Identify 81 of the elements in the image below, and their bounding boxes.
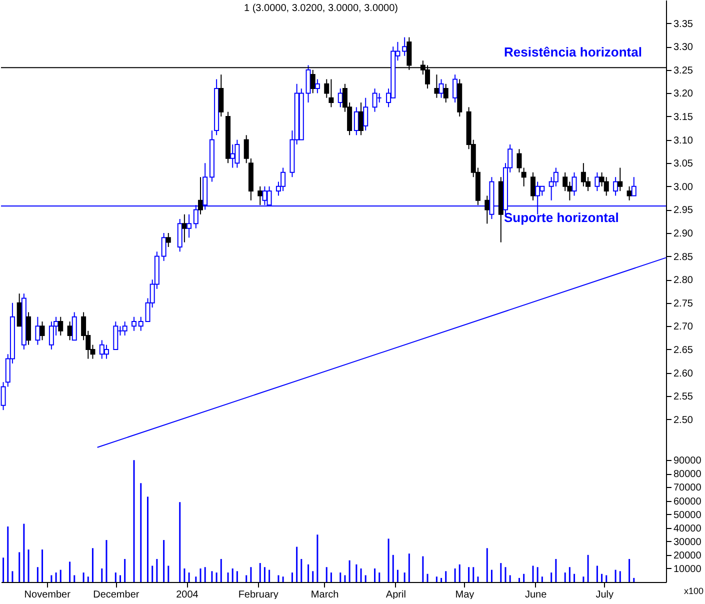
y-tick-label: 3.00 [674,182,694,193]
candlestick [530,172,536,201]
candlestick [354,106,359,136]
y-tick-label: 2.60 [674,368,694,380]
candlestick [434,74,440,98]
candlestick [631,176,636,196]
y-tick-label: 40000 [674,523,702,534]
candlestick [177,218,182,252]
candlestick [104,344,109,360]
candlestick [613,176,618,196]
candlestick [314,78,320,94]
y-tick-label: 50000 [674,510,702,521]
candlestick [161,232,166,262]
chart-title: 1 (3.0000, 3.0200, 3.0000, 3.0000) [244,3,398,14]
y-tick-label: 3.25 [674,65,694,76]
candlestick [230,144,236,168]
candlestick [452,74,458,104]
x-tick-label: 2004 [176,590,199,600]
y-tick-label: 80000 [674,469,702,480]
y-tick-label: 20000 [674,550,702,562]
candlestick [26,312,32,346]
candlestick [358,102,364,136]
candlestick [67,321,72,341]
candlestick [166,232,171,248]
candlestick [572,172,577,196]
candlestick [594,172,600,192]
candlestick [186,214,192,238]
y-tick-label: 30000 [674,536,702,548]
candlestick [138,316,144,332]
candlestick [258,186,263,206]
y-tick-label: 90000 [674,456,702,467]
candlestick [72,312,77,341]
candlestick [604,176,609,196]
candlestick [35,316,40,346]
y-tick-label: 3.10 [674,135,694,146]
x-tick-label: March [310,590,339,600]
y-tick-label: 2.95 [674,205,694,216]
y-tick-label: 3.35 [674,18,694,30]
y-tick-label: 10000 [674,564,702,575]
candlestick [521,167,526,187]
candlestick [310,69,316,94]
candlestick [516,148,522,173]
x-tick-label: June [524,590,548,600]
candlestick [218,74,224,117]
candlestick [306,64,311,104]
candlestick [198,176,203,215]
y-tick-label: 3.05 [674,158,694,170]
y-tick-label: 2.75 [674,298,694,310]
y-tick-label: 70000 [674,482,702,494]
candlestick [48,321,54,350]
y-tick-label: 2.70 [674,322,694,333]
candlestick [402,36,408,56]
x-tick-label: December [93,590,140,600]
text: x100 [684,586,704,596]
candlestick [113,321,118,350]
candlestick [16,293,22,327]
candlestick [618,167,623,192]
candlestick [338,88,343,108]
candlestick [363,97,368,131]
y-tick-label: 2.50 [674,414,694,426]
y-tick-label: 2.80 [674,275,694,286]
candlestick [132,316,136,332]
candlestick [122,321,128,336]
x-tick-label: November [24,590,72,600]
candlestick [40,321,45,341]
y-tick-label: 2.65 [674,344,694,356]
ref-line-label: Resistência horizontal [504,44,642,60]
candlestick [626,186,632,201]
candlestick [182,214,187,243]
y-tick-label: 3.20 [674,88,694,100]
candlestick [443,83,448,104]
ref-line-label: Suporte horizontal [504,210,619,225]
y-tick-label: 2.90 [674,228,694,240]
candlestick [438,78,444,98]
candlestick [58,316,64,336]
y-tick-label: 3.15 [674,112,694,123]
candlestick [372,88,378,112]
y-tick-label: 60000 [674,496,702,508]
y-tick-label: 3.30 [674,42,694,54]
y-tick-label: 2.85 [674,252,694,263]
y-tick-label: 2.55 [674,392,694,403]
